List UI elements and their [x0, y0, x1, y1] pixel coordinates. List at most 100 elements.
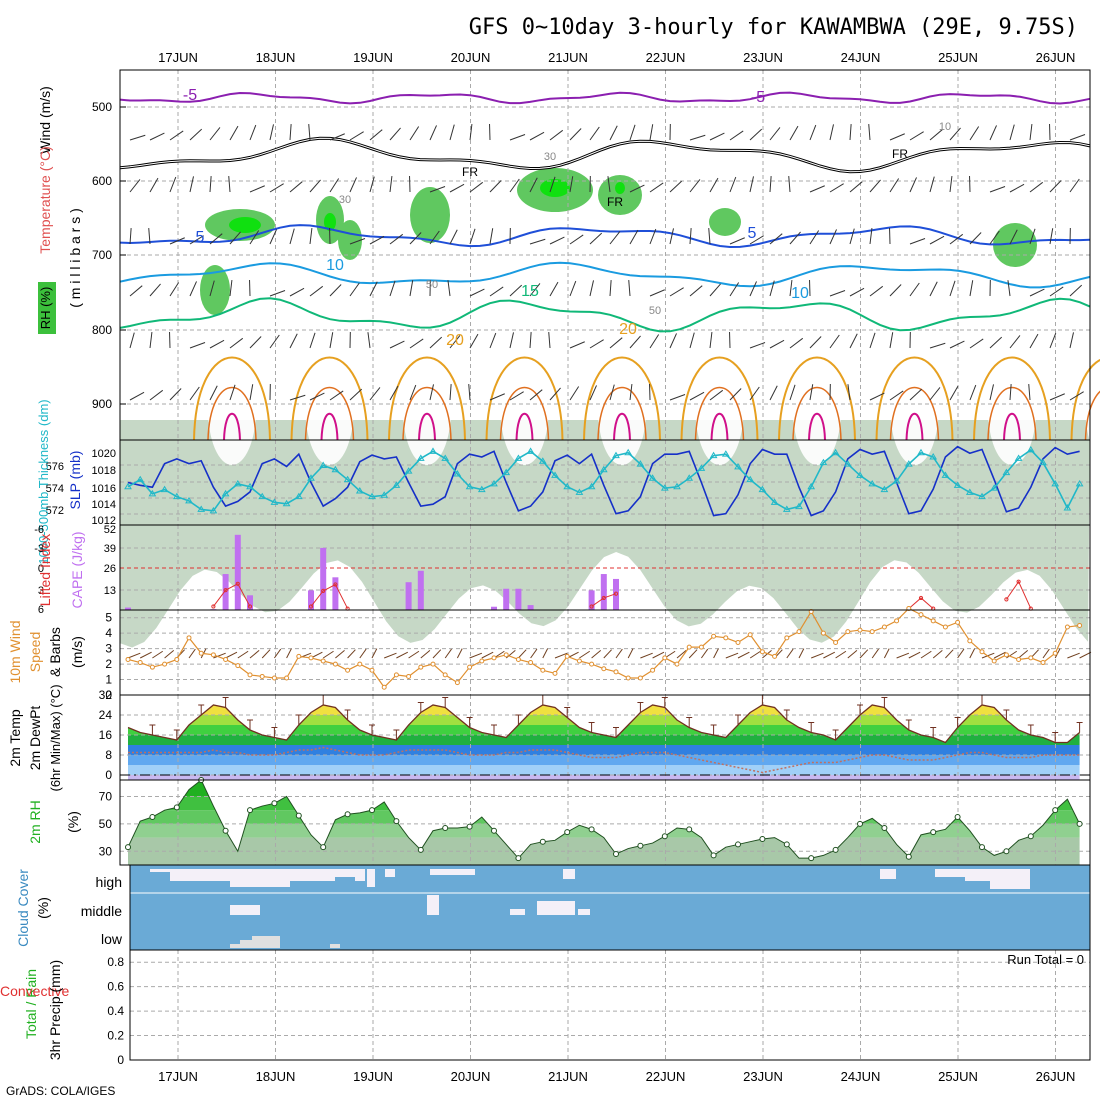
wind-barb [509, 332, 514, 349]
wind-barb [209, 280, 215, 297]
rh-dry-cell [305, 355, 354, 465]
li-point [589, 604, 594, 609]
wind-barb [329, 332, 334, 349]
wind-barb [809, 336, 822, 349]
wind-barb [1029, 124, 1033, 141]
wind-barb [969, 384, 977, 401]
wind-speed-point [442, 672, 448, 678]
data-point [843, 460, 852, 467]
wind-barb [481, 651, 494, 659]
data-point [856, 471, 864, 478]
wind-barb [909, 238, 926, 245]
wind-speed-point [942, 624, 948, 630]
wind-speed-point [1028, 655, 1034, 661]
wind-barb [789, 231, 801, 245]
wind-barb [579, 650, 591, 659]
wind-barb [189, 281, 197, 297]
wind-tick-label: 0 [105, 688, 112, 702]
wind-barb [1009, 335, 1021, 349]
contour-label: 5 [196, 229, 205, 246]
wind-speed-point [503, 652, 509, 658]
slp-tick-label: 1014 [92, 499, 116, 511]
cape-li-panel: -6 -3 0 3 6 52 39 26 13 Lifted Index CAPE (J/kg) [34, 524, 1091, 616]
wind-barb [932, 650, 943, 659]
date-label-bottom: 23JUN [743, 1069, 783, 1084]
wind-barb [1009, 229, 1018, 245]
run-total-label: Run Total = 0 [1007, 952, 1084, 967]
high-cloud-fill [990, 869, 1030, 889]
wind-barb [669, 287, 684, 297]
wind-barb [869, 392, 885, 401]
wind-barb [429, 384, 434, 401]
li-tick-label: 6 [38, 604, 44, 616]
wind-barb [883, 648, 890, 659]
wind-barb [729, 282, 740, 297]
wind-barb [229, 231, 241, 245]
cape-bar [600, 574, 607, 610]
wind-barb [469, 333, 479, 349]
temp-contour-25 [792, 386, 842, 441]
wind-barb [1079, 651, 1092, 659]
rh-point [1052, 807, 1059, 814]
wind-barb [609, 231, 621, 245]
wind-barb [849, 228, 855, 245]
temp-contour-20 [193, 356, 271, 441]
wind-barb [1018, 650, 1029, 659]
rh-tick-label: 70 [99, 789, 113, 803]
wind-speed-point [576, 658, 582, 664]
li-line [908, 597, 934, 609]
wind-barb [449, 124, 455, 141]
wind-barb [989, 384, 994, 401]
high-cloud-fill [335, 869, 355, 877]
rh-dry-cell [890, 355, 939, 465]
wind-barb [369, 129, 383, 141]
temp-contour-20 [290, 356, 369, 441]
temp-contour-30 [613, 412, 631, 441]
wind-barb [969, 338, 984, 349]
wind-barb [129, 332, 135, 349]
wind-speed-point [723, 635, 729, 641]
wind-barb [149, 332, 153, 349]
wind-barb [289, 181, 303, 193]
wind-barb [823, 651, 836, 659]
data-point [587, 482, 596, 490]
wind-barb [615, 648, 623, 659]
wind-barb [429, 230, 440, 245]
wind-barb [1049, 332, 1057, 349]
wind-barb [329, 390, 344, 401]
data-point [490, 479, 498, 487]
wind-barb [835, 650, 847, 659]
rh-point [930, 829, 937, 836]
wind-barb [169, 282, 180, 297]
wind-barb [289, 124, 292, 141]
rh-humid-cell [993, 223, 1037, 267]
wind-barb [1029, 228, 1036, 245]
wind-barb [408, 650, 420, 659]
wind-speed-point [357, 661, 363, 667]
wind-speed-point [198, 650, 204, 656]
data-point [673, 482, 681, 490]
rh-dry-cell [695, 355, 744, 465]
upper-ylabel-mb: ( m i l l i b a r s ) [67, 208, 83, 308]
wind-barb [429, 125, 437, 141]
temp-tick-label: 0 [105, 768, 112, 782]
wind-barb [549, 387, 561, 401]
li-tick-label: -6 [34, 524, 44, 536]
wind-speed-point [784, 635, 790, 641]
wind-barb [549, 281, 559, 297]
wind-barb [129, 179, 141, 193]
wind-barb [1049, 286, 1064, 297]
data-point [880, 485, 889, 493]
data-point [831, 448, 840, 456]
precip-ylabel-2: Convective [0, 983, 69, 999]
rh-humid-cell [200, 265, 230, 315]
chart-title: GFS 0~10day 3-hourly for KAWAMBWA (29E, … [469, 15, 1078, 40]
wind-barb [409, 338, 424, 349]
li-line [1005, 580, 1032, 609]
wind-speed-point [845, 629, 851, 635]
temp-contour-25 [694, 386, 745, 441]
temp-band [120, 695, 1090, 705]
series-line [127, 445, 1080, 517]
wind-barb [409, 280, 414, 297]
wind-barb [909, 388, 923, 401]
